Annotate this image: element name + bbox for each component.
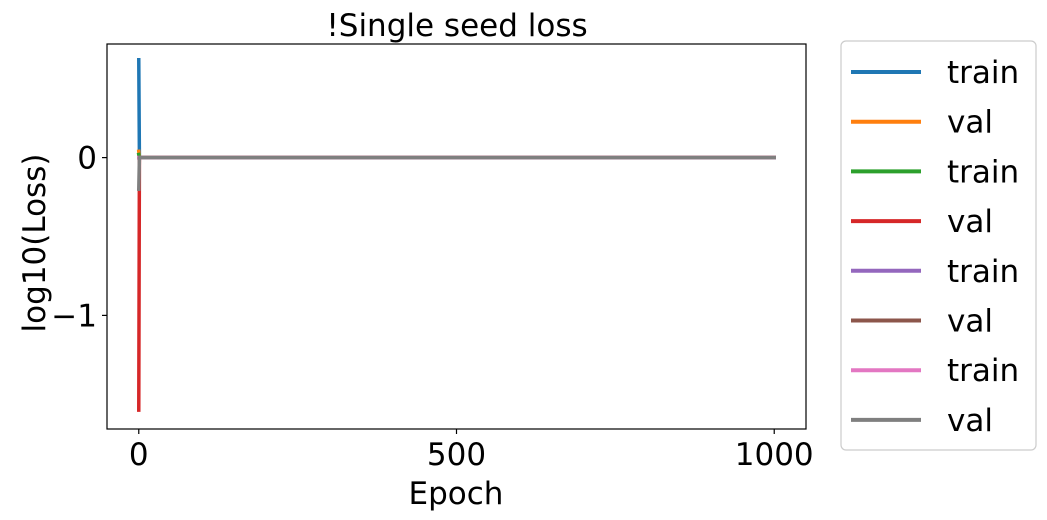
plot-frame bbox=[106, 43, 807, 430]
y-tick-label: −1 bbox=[51, 298, 97, 334]
chart-title: !Single seed loss bbox=[326, 8, 587, 44]
x-axis: 0 500 1000 bbox=[129, 429, 814, 473]
y-axis: −1 0 bbox=[51, 141, 107, 334]
legend-label: train bbox=[947, 55, 1019, 91]
legend-label: val bbox=[947, 105, 993, 141]
series-line-0 bbox=[137, 58, 776, 160]
legend-label: val bbox=[947, 403, 993, 439]
x-tick-label: 0 bbox=[129, 437, 149, 473]
legend-frame bbox=[840, 40, 1037, 451]
legend-label: train bbox=[947, 154, 1019, 190]
y-tick-label: 0 bbox=[77, 141, 97, 177]
legend-label: val bbox=[947, 304, 993, 340]
legend-label: train bbox=[947, 254, 1019, 290]
plot-area bbox=[136, 58, 776, 412]
x-tick-label: 500 bbox=[427, 437, 486, 473]
y-axis-label: log10(Loss) bbox=[17, 154, 53, 333]
legend-label: val bbox=[947, 204, 993, 240]
legend: train val train val train val train val bbox=[840, 40, 1037, 451]
x-axis-label: Epoch bbox=[409, 476, 504, 512]
legend-label: train bbox=[947, 353, 1019, 389]
x-tick-label: 1000 bbox=[735, 437, 814, 473]
series-line-3 bbox=[137, 155, 776, 412]
series-line-7 bbox=[136, 155, 776, 191]
